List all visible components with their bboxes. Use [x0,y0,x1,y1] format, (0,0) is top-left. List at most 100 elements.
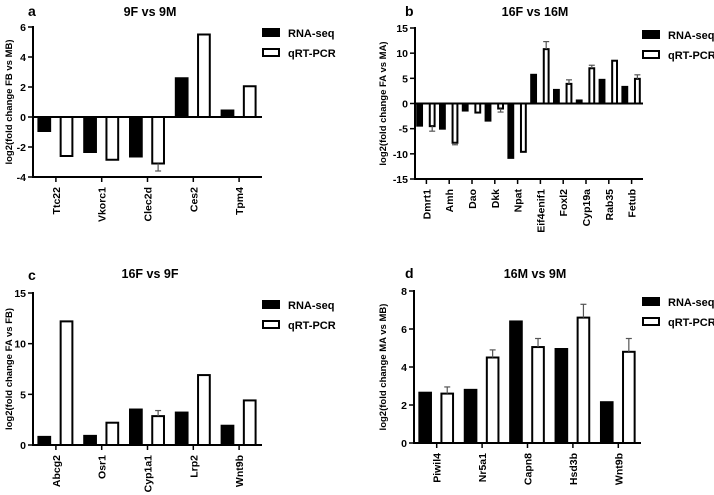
y-tick-label: 10 [14,339,26,351]
legend-swatch-rna-seq [262,300,280,309]
bar-qrt-pcr [151,415,165,446]
y-tick-label: -10 [393,149,408,161]
y-tick-label: 8 [401,286,407,298]
y-tick-label: 6 [401,324,407,336]
bar-qrt-pcr [633,77,641,105]
panel-letter: c [28,267,36,283]
bar-rna-seq [621,85,629,104]
chart-title: 16F vs 16M [502,5,569,19]
x-tick-label: Amh [444,189,456,212]
bar-rna-seq [507,103,515,159]
legend-label-rna-seq: RNA-seq [668,30,714,42]
chart-panel-a: a 9F vs 9M -4 -2 0 2 4 6 log2(fold change FB vs … [4,3,336,222]
legend: RNA-seq qRT-PCR [262,300,336,332]
legend-label-rna-seq: RNA-seq [288,300,334,312]
bar-qrt-pcr [576,316,591,445]
legend-label-rna-seq: RNA-seq [668,297,714,309]
bar-qrt-pcr [497,102,505,110]
legend-swatch-qrt-pcr [642,50,660,59]
legend-swatch-qrt-pcr [262,48,280,57]
y-tick-label: 5 [402,73,408,85]
bar-rna-seq [599,401,614,443]
x-tick-label: Wnt9b [613,453,625,485]
bar-qrt-pcr [451,102,459,144]
bar-qrt-pcr [242,85,257,118]
chart-panel-c: c 16F vs 9F 0 5 10 15 log2(fold change FA vs F… [4,267,336,492]
bar-qrt-pcr [622,350,636,444]
x-tick-label: Eif4enif1 [535,189,547,233]
bar-qrt-pcr [105,116,120,161]
y-tick-label: 0 [401,438,407,450]
bar-qrt-pcr [565,82,573,105]
x-tick-label: Dkk [490,189,502,208]
y-tick-label: -15 [393,174,408,186]
y-tick-label: 10 [396,48,408,60]
bar-qrt-pcr [59,320,74,446]
y-tick-label: 0 [20,440,26,452]
y-axis-label: log2(fold change FA vs MA) [378,41,389,165]
y-tick-label: -2 [17,142,26,154]
bar-qrt-pcr [105,421,120,446]
bar-rna-seq [83,117,97,153]
legend-label-qrt-pcr: qRT-PCR [668,50,714,62]
legend: RNA-seq qRT-PCR [642,297,714,329]
bar-rna-seq [83,434,97,445]
y-tick-label: 5 [20,389,26,401]
y-tick-label: 2 [401,400,407,412]
legend-swatch-qrt-pcr [642,317,660,326]
bar-qrt-pcr [531,346,545,444]
y-tick-label: 2 [20,82,26,94]
bar-rna-seq [552,88,560,104]
bar-rna-seq [174,77,189,117]
chart-title: 9F vs 9M [124,5,177,19]
bar-qrt-pcr [611,59,619,105]
y-tick-label: 15 [396,23,408,35]
y-tick-label: 0 [402,99,408,111]
panel-letter: a [28,3,36,19]
bar-qrt-pcr [588,67,596,105]
x-tick-label: Wnt9b [234,455,246,487]
bar-qrt-pcr [474,102,482,114]
y-axis-label: log2(fold change MA vs MB) [378,304,389,431]
legend-swatch-rna-seq [642,30,660,39]
bar-qrt-pcr [440,392,455,445]
x-tick-label: Tpm4 [234,187,246,215]
bar-qrt-pcr [428,102,436,128]
bar-qrt-pcr [151,116,165,165]
x-tick-label: Ttc22 [51,187,63,215]
bar-rna-seq [416,103,424,127]
x-tick-label: Dao [467,189,479,209]
panel-letter: d [405,265,414,281]
chart-title: 16F vs 9F [122,267,179,281]
x-tick-label: Osr1 [97,455,109,479]
x-tick-label: Lrp2 [188,455,200,478]
bar-rna-seq [418,391,432,443]
y-tick-label: -4 [17,172,26,184]
bar-rna-seq [438,103,446,130]
bar-qrt-pcr [519,102,527,153]
chart-panel-d: d 16M vs 9M 0 2 4 6 8 log2(fold change MA vs MB… [378,265,714,485]
legend-label-qrt-pcr: qRT-PCR [288,48,336,60]
bar-rna-seq [129,408,143,445]
x-tick-label: Nr5a1 [477,453,489,482]
legend-label-rna-seq: RNA-seq [288,28,334,40]
x-tick-label: Fetub [627,189,639,218]
bar-rna-seq [530,73,538,104]
x-tick-label: Vkorc1 [97,187,109,222]
y-tick-label: 15 [14,288,26,300]
x-tick-label: Foxl2 [558,189,570,217]
legend-label-qrt-pcr: qRT-PCR [288,320,336,332]
bar-qrt-pcr [59,116,74,157]
y-tick-label: 4 [401,362,407,374]
x-tick-label: Hsd3b [568,453,580,485]
bar-rna-seq [220,424,235,445]
x-tick-label: Npat [513,189,525,213]
bar-rna-seq [129,117,143,158]
legend: RNA-seq qRT-PCR [262,28,336,60]
x-tick-label: Ces2 [188,187,200,212]
x-tick-label: Cyp1a1 [143,455,155,493]
legend: RNA-seq qRT-PCR [642,30,714,62]
x-tick-label: Cyp19a [581,189,593,227]
y-tick-label: 0 [20,112,26,124]
